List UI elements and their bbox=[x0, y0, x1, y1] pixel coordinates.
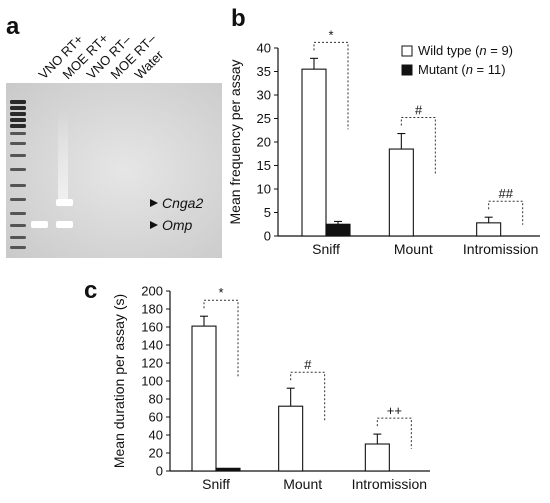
y-axis-label: Mean frequency per assay bbox=[227, 60, 243, 225]
ladder-band bbox=[10, 132, 26, 135]
chart-b: 0 5 10 15 20 25 30 35 40 Mean frequency per assay… bbox=[227, 27, 540, 257]
y-tick-label: 40 bbox=[149, 428, 163, 443]
ladder-band bbox=[10, 198, 26, 201]
band-cnga2-lane2 bbox=[56, 199, 73, 206]
y-tick-label: 120 bbox=[141, 356, 163, 371]
significance-bracket bbox=[376, 417, 412, 449]
significance-bracket bbox=[488, 200, 524, 225]
gel-band-markers: Cnga2 Omp bbox=[150, 195, 203, 233]
panel-letter-a: a bbox=[6, 13, 20, 40]
bar bbox=[476, 222, 502, 237]
significance-mark: # bbox=[415, 103, 423, 118]
category-label: Sniff bbox=[312, 241, 340, 257]
y-tick-label: 10 bbox=[257, 182, 271, 197]
y-tick-label: 80 bbox=[149, 392, 163, 407]
ladder-lane bbox=[10, 100, 26, 249]
y-tick-label: 180 bbox=[141, 302, 163, 317]
category-label: Mount bbox=[394, 241, 433, 257]
band-omp-lane2 bbox=[56, 221, 73, 228]
significance-bracket bbox=[290, 371, 326, 422]
ladder-band bbox=[10, 100, 26, 104]
legend-entry: Wild type (n = 9) bbox=[418, 43, 513, 58]
bar bbox=[301, 68, 327, 237]
significance-bracket bbox=[400, 117, 436, 175]
category-label: Intromission bbox=[463, 241, 538, 257]
gel-lane-labels: VNO RT+MOE RT+VNO RT–MOE RT–Water bbox=[36, 30, 167, 82]
y-tick-label: 140 bbox=[141, 338, 163, 353]
y-tick-label: 200 bbox=[141, 284, 163, 299]
y-tick-label: 30 bbox=[257, 88, 271, 103]
significance-bracket bbox=[313, 41, 349, 130]
gel-background bbox=[6, 83, 222, 258]
legend-n: n bbox=[466, 62, 473, 77]
y-tick-label: 20 bbox=[257, 135, 271, 150]
legend-n: n bbox=[479, 43, 486, 58]
legend-entry: Mutant (n = 11) bbox=[418, 62, 506, 77]
bar bbox=[364, 443, 390, 472]
legend-suffix: = 9) bbox=[487, 43, 513, 58]
legend-prefix: Wild type ( bbox=[418, 43, 480, 58]
gel-image bbox=[6, 83, 222, 258]
significance-bracket bbox=[203, 299, 239, 379]
legend-swatch bbox=[401, 45, 413, 57]
y-tick-label: 0 bbox=[264, 229, 271, 244]
arrowhead-icon bbox=[150, 221, 158, 229]
ladder-band bbox=[10, 154, 26, 157]
y-tick-label: 160 bbox=[141, 320, 163, 335]
band-label-cnga2: Cnga2 bbox=[162, 195, 203, 211]
ladder-band bbox=[10, 168, 26, 171]
ladder-band bbox=[10, 118, 26, 122]
category-label: Intromission bbox=[352, 476, 427, 492]
y-tick-label: 5 bbox=[264, 205, 271, 220]
legend-swatch bbox=[401, 64, 413, 76]
ladder-band bbox=[10, 106, 26, 110]
y-tick-label: 100 bbox=[141, 374, 163, 389]
ladder-band bbox=[10, 184, 26, 187]
lane-smear bbox=[58, 110, 68, 200]
arrowhead-icon bbox=[150, 199, 158, 207]
y-tick-label: 35 bbox=[257, 64, 271, 79]
ladder-band bbox=[10, 212, 26, 215]
legend-prefix: Mutant ( bbox=[418, 62, 466, 77]
ladder-band bbox=[10, 124, 26, 128]
y-tick-label: 40 bbox=[257, 41, 271, 56]
bar bbox=[325, 223, 351, 237]
ladder-band bbox=[10, 112, 26, 116]
panel-letter-b: b bbox=[231, 5, 246, 32]
significance-mark: * bbox=[328, 27, 333, 42]
category-label: Sniff bbox=[202, 476, 230, 492]
significance-mark: ## bbox=[498, 186, 513, 201]
y-tick-label: 15 bbox=[257, 158, 271, 173]
ladder-band bbox=[10, 224, 26, 227]
y-tick-label: 20 bbox=[149, 446, 163, 461]
significance-mark: ++ bbox=[387, 403, 402, 418]
category-label: Mount bbox=[283, 476, 322, 492]
ladder-band bbox=[10, 246, 26, 249]
significance-mark: * bbox=[218, 285, 223, 300]
y-axis-label: Mean duration per assay (s) bbox=[111, 294, 127, 468]
chart-c: 0 20 40 60 80 100 120 140 160 180 200 Mean duration… bbox=[111, 284, 430, 492]
significance-mark: # bbox=[304, 357, 312, 372]
legend-suffix: = 11) bbox=[473, 62, 506, 77]
bar bbox=[388, 148, 414, 237]
bar bbox=[215, 467, 241, 472]
bar bbox=[278, 405, 304, 472]
y-tick-label: 60 bbox=[149, 410, 163, 425]
panel-letter-c: c bbox=[84, 277, 97, 304]
ladder-band bbox=[10, 142, 26, 145]
band-omp-lane1 bbox=[31, 221, 48, 228]
y-tick-label: 25 bbox=[257, 111, 271, 126]
ladder-band bbox=[10, 236, 26, 239]
bar bbox=[191, 325, 217, 472]
band-label-omp: Omp bbox=[162, 217, 193, 233]
y-tick-label: 0 bbox=[156, 464, 163, 479]
